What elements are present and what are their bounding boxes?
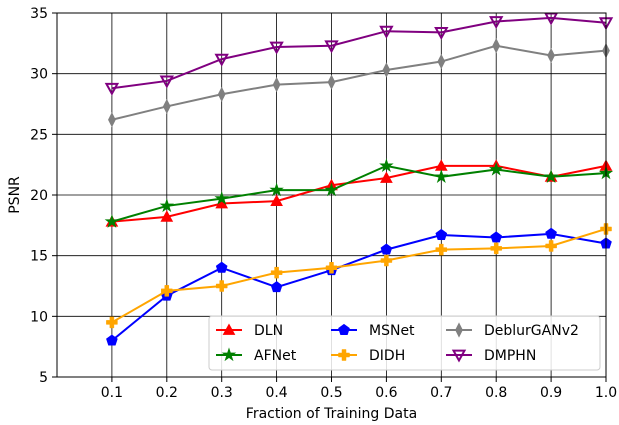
data-point bbox=[214, 191, 229, 205]
data-point bbox=[490, 231, 503, 243]
x-tick-label: 1.0 bbox=[595, 385, 617, 401]
legend-box bbox=[208, 315, 601, 371]
data-point bbox=[104, 82, 120, 96]
series-line bbox=[111, 44, 607, 121]
data-point bbox=[435, 243, 448, 256]
legend-marker bbox=[222, 323, 236, 335]
data-point bbox=[106, 334, 118, 346]
x-tick-label: 0.9 bbox=[540, 385, 562, 401]
data-point bbox=[545, 240, 557, 252]
data-point bbox=[272, 76, 281, 93]
data-point bbox=[380, 254, 393, 267]
legend-label: MSNet bbox=[369, 323, 415, 339]
series-deblurganv2 bbox=[108, 38, 610, 128]
series-line bbox=[111, 228, 607, 324]
x-tick-label: 0.2 bbox=[156, 385, 178, 401]
series-line bbox=[111, 164, 607, 223]
data-point bbox=[379, 158, 394, 173]
data-point bbox=[160, 210, 174, 222]
data-point bbox=[435, 228, 448, 240]
legend-marker bbox=[455, 322, 463, 338]
series-msnet bbox=[106, 227, 612, 346]
data-point bbox=[324, 182, 339, 197]
series-layer bbox=[104, 12, 614, 346]
y-tick-label: 10 bbox=[30, 309, 48, 325]
data-point bbox=[437, 53, 446, 70]
legend-marker bbox=[338, 323, 350, 335]
data-point bbox=[159, 75, 174, 89]
x-tick-label: 0.1 bbox=[101, 385, 123, 401]
y-tick-label: 30 bbox=[30, 67, 48, 83]
y-tick-label: 35 bbox=[30, 6, 48, 22]
data-point bbox=[324, 40, 339, 54]
x-tick-label: 0.5 bbox=[320, 385, 342, 401]
data-point bbox=[489, 16, 504, 30]
series-dln bbox=[105, 159, 613, 227]
y-tick-label: 15 bbox=[30, 249, 48, 265]
legend-label: DeblurGANv2 bbox=[484, 323, 579, 339]
data-point bbox=[434, 27, 449, 40]
data-point bbox=[488, 161, 504, 176]
data-point bbox=[215, 261, 228, 273]
data-point bbox=[270, 266, 283, 279]
data-point bbox=[492, 38, 501, 54]
data-point bbox=[545, 227, 557, 239]
data-point bbox=[270, 281, 283, 293]
x-tick-label: 0.6 bbox=[375, 385, 397, 401]
series-line bbox=[111, 164, 607, 223]
data-point bbox=[215, 280, 228, 292]
data-point bbox=[106, 316, 118, 329]
data-point bbox=[159, 198, 175, 213]
data-point bbox=[434, 169, 449, 183]
legend: DLN AFNet MSNet DIDH DeblurGANv2 DMPHN bbox=[208, 315, 601, 371]
legend-item: DLN bbox=[216, 323, 283, 339]
data-point bbox=[325, 262, 338, 274]
data-point bbox=[379, 25, 394, 39]
x-tick-label: 0.3 bbox=[211, 385, 233, 401]
x-tick-label: 0.8 bbox=[485, 385, 507, 401]
series-didh bbox=[106, 223, 612, 329]
legend-item: DMPHN bbox=[446, 348, 536, 364]
data-point bbox=[269, 41, 284, 55]
data-point bbox=[490, 242, 502, 255]
legend-item: MSNet bbox=[331, 323, 415, 339]
y-tick-label: 20 bbox=[30, 188, 48, 204]
y-axis: 5 10 15 20 25 30 35 bbox=[30, 6, 57, 386]
y-axis-label: PSNR bbox=[7, 176, 23, 214]
legend-marker bbox=[451, 349, 467, 363]
data-point bbox=[382, 62, 391, 78]
series-line bbox=[111, 232, 607, 342]
data-point bbox=[161, 285, 173, 297]
legend-label: AFNet bbox=[254, 348, 297, 364]
y-tick-label: 25 bbox=[30, 127, 48, 143]
legend-marker bbox=[338, 349, 350, 361]
series-afnet bbox=[104, 158, 614, 228]
data-point bbox=[547, 47, 555, 64]
data-point bbox=[214, 53, 229, 67]
data-point bbox=[217, 86, 226, 102]
legend-item: DIDH bbox=[331, 348, 405, 364]
y-tick-label: 5 bbox=[39, 370, 48, 386]
legend-marker bbox=[221, 347, 237, 362]
legend-label: DIDH bbox=[369, 348, 405, 364]
data-point bbox=[104, 214, 120, 228]
data-point bbox=[327, 74, 336, 90]
legend-item: DeblurGANv2 bbox=[446, 322, 579, 339]
legend-label: DLN bbox=[254, 323, 283, 339]
data-point bbox=[380, 243, 393, 255]
x-axis-label: Fraction of Training Data bbox=[246, 406, 417, 422]
x-tick-label: 0.7 bbox=[430, 385, 452, 401]
legend-item: AFNet bbox=[216, 347, 297, 364]
data-point bbox=[162, 98, 171, 115]
data-point bbox=[543, 169, 559, 183]
data-point bbox=[269, 182, 284, 197]
data-point bbox=[380, 171, 393, 183]
legend-label: DMPHN bbox=[484, 348, 536, 364]
data-point bbox=[108, 112, 116, 128]
data-point bbox=[270, 194, 283, 206]
x-tick-label: 0.4 bbox=[265, 385, 287, 401]
x-axis: 0.1 0.2 0.3 0.4 0.5 0.6 0.7 0.8 0.9 1.0 bbox=[101, 377, 617, 401]
series-line bbox=[111, 16, 607, 90]
